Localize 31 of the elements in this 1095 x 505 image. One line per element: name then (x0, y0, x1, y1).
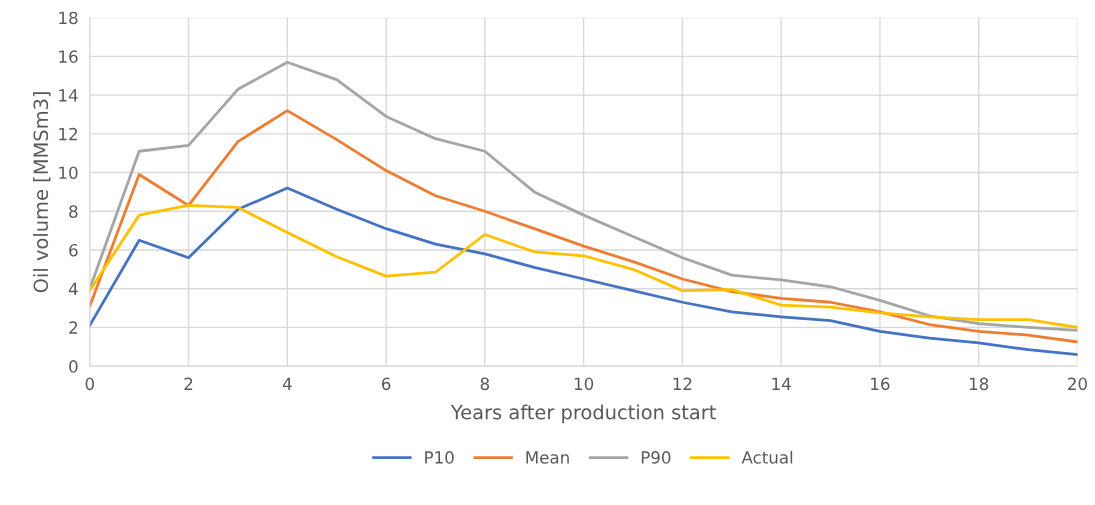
y-tick-label: 14 (59, 89, 78, 102)
x-tick-label: 8 (480, 377, 490, 391)
x-tick-label: 10 (574, 377, 594, 391)
legend-label: P90 (641, 451, 671, 464)
y-tick-label: 4 (68, 282, 78, 296)
x-tick-label: 18 (969, 377, 989, 391)
x-axis-title: Years after production start (450, 404, 716, 424)
y-tick-label: 6 (69, 243, 78, 257)
y-tick-label: 0 (69, 360, 78, 373)
y-tick-label: 2 (69, 321, 78, 334)
x-tick-label: 0 (85, 377, 94, 391)
line-series (89, 60, 1078, 332)
x-tick-label: 2 (184, 377, 193, 390)
y-axis-title: Oil volume [MMSm3] (33, 92, 51, 293)
x-tick-label: 4 (282, 377, 292, 390)
x-tick-label: 14 (772, 377, 791, 390)
y-tick-label: 16 (59, 50, 78, 63)
x-tick-label: 12 (673, 377, 692, 390)
legend-label: Mean (526, 451, 569, 464)
y-tick-label: 10 (59, 166, 78, 180)
y-tick-label: 18 (59, 11, 78, 25)
legend-label: P10 (425, 451, 454, 464)
x-tick-label: 16 (871, 377, 890, 391)
legend-label: Actual (741, 450, 793, 464)
x-tick-label: 20 (1068, 377, 1087, 391)
line-series (89, 109, 1078, 344)
x-tick-label: 6 (381, 377, 391, 391)
line-series (89, 186, 1078, 356)
y-tick-label: 8 (69, 205, 78, 218)
y-tick-label: 12 (59, 127, 78, 141)
line-series (89, 204, 1078, 329)
